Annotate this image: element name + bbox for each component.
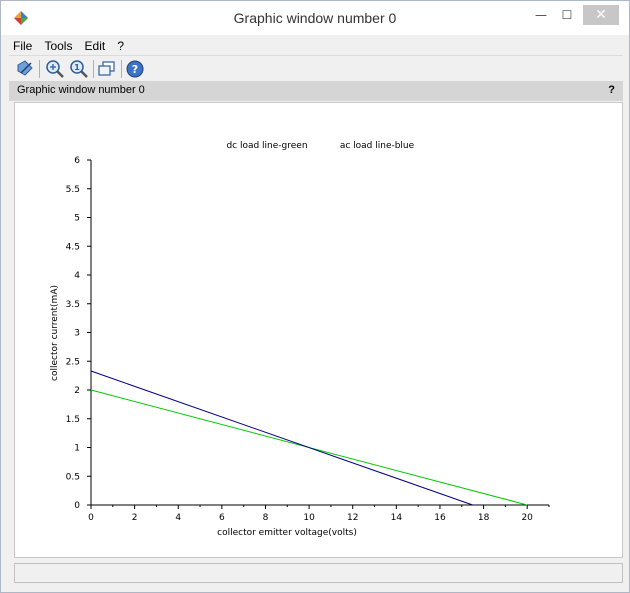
y-tick-label: 6 [74, 156, 80, 166]
status-bar [14, 563, 623, 583]
y-tick-label: 1 [74, 444, 80, 454]
svg-text:?: ? [132, 63, 138, 76]
y-tick-label: 4 [74, 271, 80, 281]
toolbar: 1 ? [9, 55, 623, 82]
x-tick-label: 6 [219, 513, 225, 523]
plot-lines [90, 370, 528, 506]
panel-header: Graphic window number 0 ? [9, 81, 623, 101]
menu-tools[interactable]: Tools [44, 39, 73, 53]
zoom-icon[interactable] [45, 59, 65, 79]
x-tick-label: 2 [132, 513, 138, 523]
datatip-icon[interactable] [15, 59, 35, 79]
axis-ticks: 0 2 4 6 8 10 12 14 16 18 20 0 0.5 1 1.5 2 2.5 3 3.5 4 4.5 5 5.… [66, 156, 550, 523]
title-bar[interactable]: Graphic window number 0 — ☐ ✕ [1, 1, 629, 35]
x-tick-label: 8 [263, 513, 269, 523]
x-tick-label: 12 [347, 513, 358, 523]
y-tick-label: 0.5 [66, 472, 80, 482]
plot-title-dc: dc load line-green [226, 141, 307, 151]
y-tick-label: 3 [74, 329, 80, 339]
panel-title: Graphic window number 0 [17, 84, 145, 96]
rotate-3d-icon[interactable] [97, 59, 117, 79]
x-tick-label: 14 [391, 513, 403, 523]
x-tick-label: 16 [434, 513, 446, 523]
plot-canvas[interactable]: dc load line-green ac load line-blue 0 2 4… [14, 102, 623, 558]
y-tick-label: 3.5 [66, 300, 80, 310]
x-axis-label: collector emitter voltage(volts) [217, 528, 357, 538]
x-tick-label: 20 [521, 513, 533, 523]
window-title: Graphic window number 0 [233, 10, 397, 26]
x-tick-label: 4 [175, 513, 181, 523]
help-icon[interactable]: ? [125, 59, 145, 79]
y-tick-label: 2.5 [66, 357, 80, 367]
panel-help-button[interactable]: ? [608, 84, 615, 96]
menu-help[interactable]: ? [117, 39, 125, 53]
y-tick-label: 5 [74, 214, 80, 224]
x-tick-label: 10 [303, 513, 315, 523]
menu-edit[interactable]: Edit [84, 39, 106, 53]
ac-load-line [90, 370, 473, 506]
y-tick-label: 2 [74, 386, 80, 396]
toolbar-separator [121, 60, 122, 78]
toolbar-separator [39, 60, 40, 78]
toolbar-separator [93, 60, 94, 78]
menu-file[interactable]: File [13, 39, 33, 53]
scilab-app-icon [14, 11, 28, 25]
minimize-button[interactable]: — [535, 8, 547, 22]
plot-svg: dc load line-green ac load line-blue 0 2 4… [50, 141, 550, 538]
y-tick-label: 0 [74, 501, 80, 511]
plot-title-ac: ac load line-blue [340, 141, 415, 151]
x-tick-label: 0 [88, 513, 94, 523]
svg-text:1: 1 [74, 63, 80, 72]
y-tick-label: 1.5 [66, 415, 80, 425]
x-tick-label: 18 [478, 513, 490, 523]
close-button[interactable]: ✕ [583, 5, 619, 25]
maximize-button[interactable]: ☐ [561, 8, 573, 22]
unzoom-icon[interactable]: 1 [69, 59, 89, 79]
y-axis-label: collector current(mA) [50, 285, 60, 381]
menu-bar: File Tools Edit ? [9, 35, 623, 55]
y-tick-label: 4.5 [66, 242, 80, 252]
y-tick-label: 5.5 [66, 185, 80, 195]
